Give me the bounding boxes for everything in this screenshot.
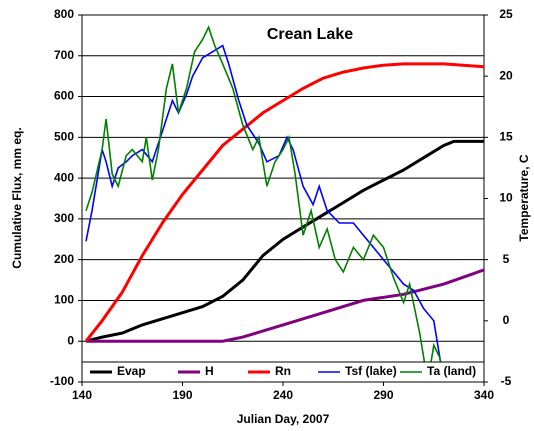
y-axis-label: Cumulative Flux, mm eq. xyxy=(10,127,24,268)
y-tick-label: 0 xyxy=(67,333,74,347)
y-tick-label: 500 xyxy=(54,130,74,144)
legend-label: Ta (land) xyxy=(427,364,476,378)
y-tick-label: 700 xyxy=(54,48,74,62)
x-tick-label: 340 xyxy=(474,388,494,402)
legend-label: Evap xyxy=(117,364,146,378)
y-tick-label: -100 xyxy=(50,374,74,388)
legend-box xyxy=(81,361,485,383)
data-line xyxy=(85,44,445,382)
y-tick-label: 100 xyxy=(54,293,74,307)
y-tick-label: 200 xyxy=(54,252,74,266)
y2-tick-label: 25 xyxy=(499,7,513,21)
y-tick-label: 400 xyxy=(54,170,74,184)
y2-axis-label: Temperature, C xyxy=(517,154,531,241)
data-line xyxy=(85,25,445,382)
x-tick-label: 290 xyxy=(373,388,393,402)
data-line xyxy=(84,62,484,343)
legend-label: Rn xyxy=(275,364,291,378)
plot-frame xyxy=(81,14,485,383)
y2-tick-label: -5 xyxy=(501,374,512,388)
x-axis-label: Julian Day, 2007 xyxy=(237,412,330,426)
y-tick-label: 600 xyxy=(54,89,74,103)
y2-tick-label: 20 xyxy=(499,68,513,82)
y2-tick-label: 5 xyxy=(503,252,510,266)
data-line xyxy=(85,139,484,343)
legend-label: Tsf (lake) xyxy=(345,364,397,378)
plot-area xyxy=(84,25,484,382)
y-tick-label: 300 xyxy=(54,211,74,225)
chart-title: Crean Lake xyxy=(267,26,353,43)
data-line xyxy=(86,268,484,343)
y2-tick-label: 15 xyxy=(499,130,513,144)
x-tick-label: 240 xyxy=(273,388,293,402)
y-tick-label: 800 xyxy=(54,7,74,21)
y2-tick-label: 10 xyxy=(499,191,513,205)
x-tick-label: 190 xyxy=(172,388,192,402)
x-tick-label: 140 xyxy=(72,388,92,402)
y2-tick-label: 0 xyxy=(503,313,510,327)
legend-label: H xyxy=(205,364,214,378)
